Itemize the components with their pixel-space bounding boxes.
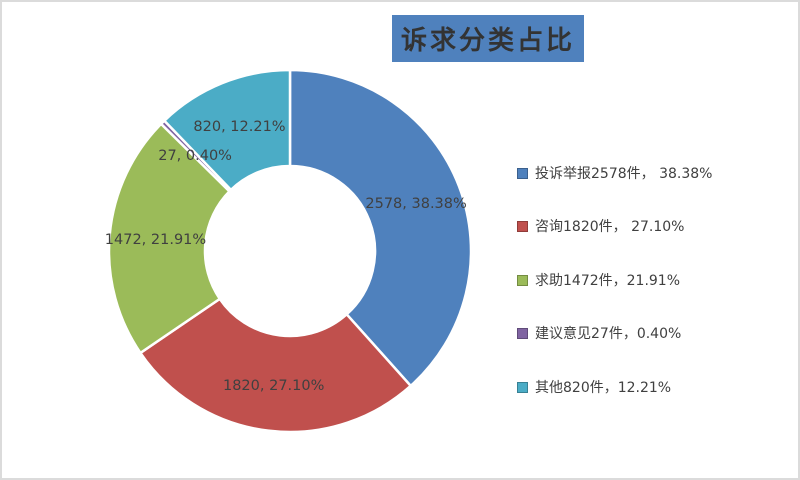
legend-swatch-complaints [517, 167, 528, 179]
pie-slice-0-投诉举报[interactable] [288, 68, 473, 388]
pie-slice-2-求助[interactable] [107, 122, 232, 355]
legend-swatch-help [517, 274, 528, 286]
legend-swatch-others [517, 381, 528, 393]
chart-title: 诉求分类占比 [392, 15, 585, 62]
pie-slice-4-其他[interactable] [162, 68, 292, 192]
slice-label-0-投诉举报: 2578, 38.38% [365, 196, 466, 212]
slice-label-3-建议意见: 27, 0.40% [158, 148, 232, 164]
slice-label-4-其他: 820, 12.21% [193, 119, 285, 135]
legend-item-complaints[interactable]: 投诉举报2578件， 38.38% [517, 164, 712, 182]
legend-label-suggestions: 建议意见27件，0.40% [535, 326, 682, 342]
legend-item-help[interactable]: 求助1472件，21.91% [517, 271, 680, 289]
legend-label-others: 其他820件，12.21% [535, 380, 672, 396]
legend-swatch-consultation [517, 220, 528, 232]
slice-label-2-求助: 1472, 21.91% [105, 232, 206, 248]
slice-label-1-咨询: 1820, 27.10% [223, 378, 324, 394]
pie-slice-1-咨询[interactable] [138, 297, 413, 434]
legend-item-suggestions[interactable]: 建议意见27件，0.40% [517, 324, 681, 342]
legend-label-help: 求助1472件，21.91% [535, 273, 681, 289]
legend-item-consultation[interactable]: 咨询1820件， 27.10% [517, 217, 684, 235]
legend-item-others[interactable]: 其他820件，12.21% [517, 378, 671, 396]
legend-label-complaints: 投诉举报2578件， 38.38% [535, 166, 713, 182]
legend-label-consultation: 咨询1820件， 27.10% [535, 219, 685, 235]
legend-swatch-suggestions [517, 327, 528, 339]
